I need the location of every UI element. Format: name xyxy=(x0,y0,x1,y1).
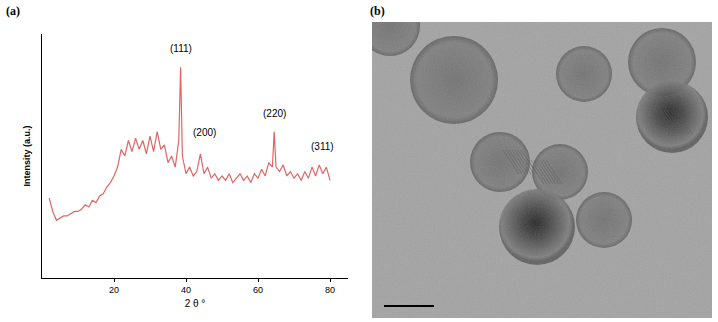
svg-text:(200): (200) xyxy=(193,127,216,138)
svg-text:80: 80 xyxy=(325,285,335,295)
svg-text:(111): (111) xyxy=(170,43,192,54)
html-text:(a): (a) xyxy=(6,4,20,18)
svg-text:2 θ °: 2 θ ° xyxy=(185,298,206,309)
html-text:(b): (b) xyxy=(370,4,385,18)
svg-text:(311): (311) xyxy=(311,141,334,152)
svg-text:60: 60 xyxy=(253,285,263,295)
svg-text:40: 40 xyxy=(181,285,191,295)
svg-text:(220): (220) xyxy=(263,108,286,119)
svg-text:Intensity (a.u.): Intensity (a.u.) xyxy=(22,125,32,186)
svg-text:20: 20 xyxy=(109,285,119,295)
